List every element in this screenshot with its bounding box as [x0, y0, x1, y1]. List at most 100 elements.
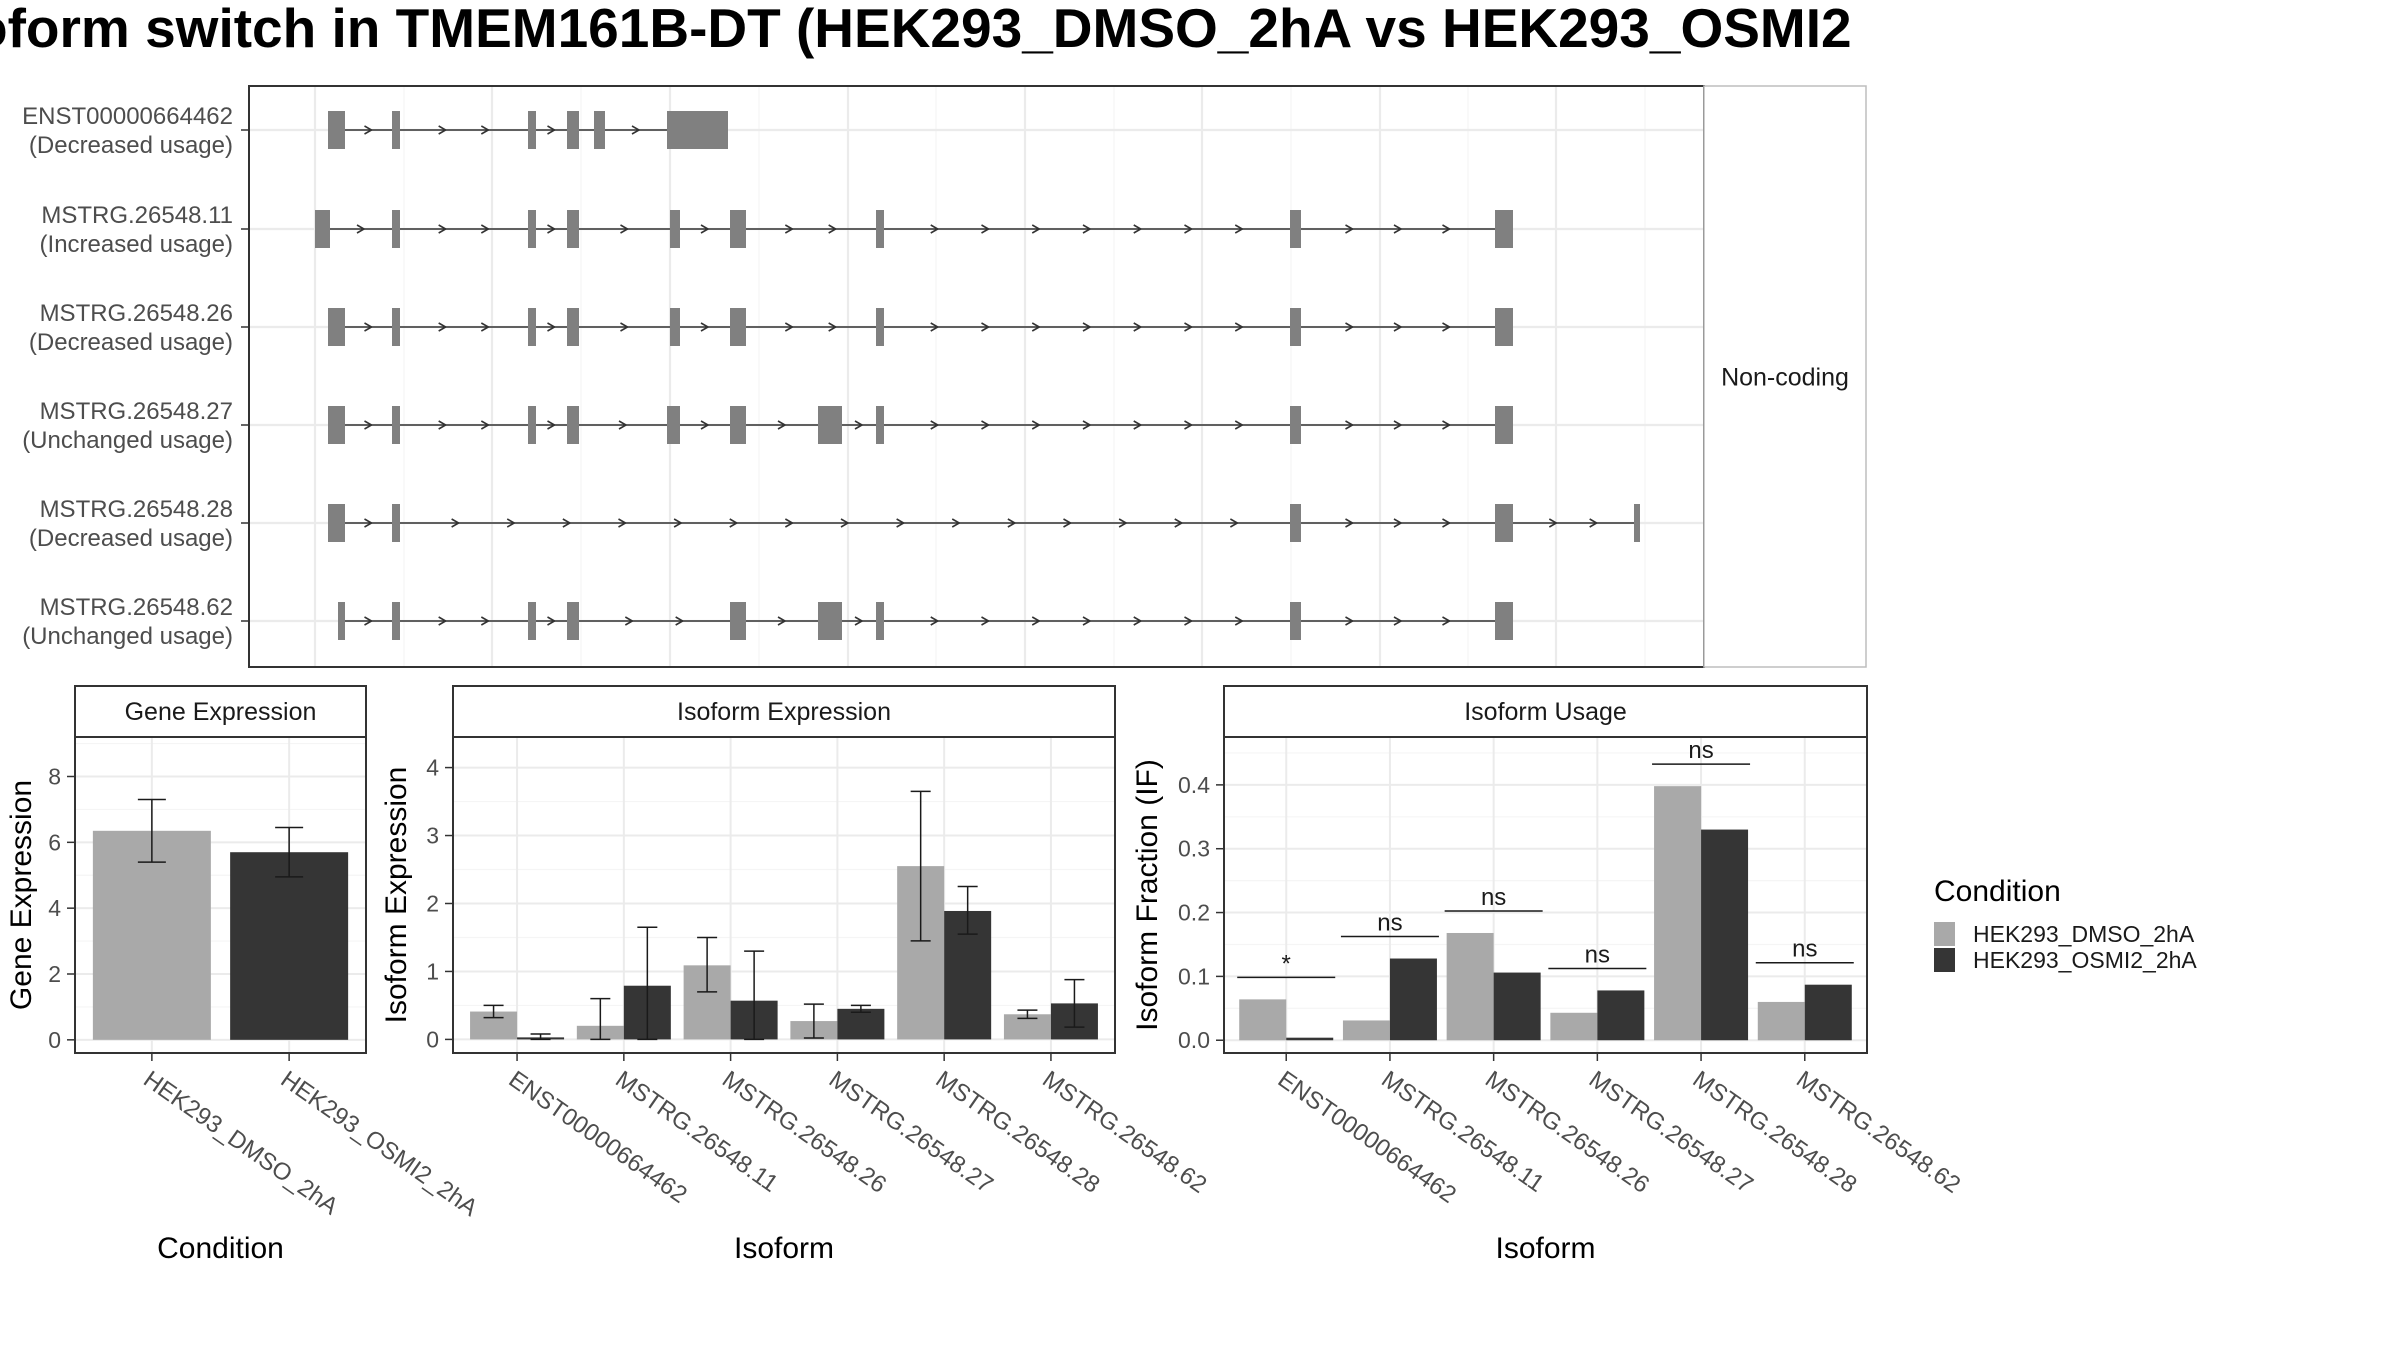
intron-direction-arrow	[1345, 616, 1355, 626]
intron-direction-arrow	[1234, 616, 1244, 626]
intron-direction-arrow	[777, 420, 787, 430]
exon-block	[730, 308, 746, 346]
exon-block	[567, 602, 579, 640]
intron-direction-arrow	[547, 224, 557, 234]
intron-direction-arrow	[1082, 616, 1092, 626]
y-tick-label: 4	[426, 755, 439, 781]
exon-block	[670, 308, 680, 346]
x-axis-title: Condition	[157, 1232, 284, 1265]
bar	[1446, 932, 1494, 1041]
bar	[230, 852, 349, 1040]
panel-background	[453, 737, 1115, 1053]
intron-direction-arrow	[438, 616, 448, 626]
exon-block	[876, 210, 884, 248]
intron-direction-arrow	[1031, 420, 1041, 430]
exon-block	[392, 602, 400, 640]
panel-strip-title: Isoform Usage	[1464, 698, 1627, 726]
intron-direction-arrow	[1442, 322, 1452, 332]
legend-swatch	[1934, 922, 1955, 946]
intron-direction-arrow	[1082, 224, 1092, 234]
intron-direction-arrow	[1393, 518, 1403, 528]
exon-block	[528, 308, 536, 346]
exon-block	[528, 210, 536, 248]
transcript-usage-label: (Decreased usage)	[29, 329, 233, 356]
intron-direction-arrow	[438, 224, 448, 234]
exon-block	[1290, 504, 1301, 542]
transcript-id-label: MSTRG.26548.11	[41, 202, 233, 229]
intron-direction-arrow	[828, 322, 838, 332]
intron-direction-arrow	[700, 420, 710, 430]
intron-direction-arrow	[1345, 518, 1355, 528]
intron-direction-arrow	[1393, 322, 1403, 332]
significance-label: *	[1282, 950, 1291, 977]
panel-border	[452, 736, 1116, 1054]
intron-direction-arrow	[1442, 224, 1452, 234]
exon-block	[392, 406, 400, 444]
exon-block	[730, 406, 746, 444]
intron-direction-arrow	[1229, 518, 1239, 528]
intron-direction-arrow	[981, 616, 991, 626]
intron-direction-arrow	[981, 322, 991, 332]
y-tick-label: 0	[48, 1027, 61, 1053]
y-tick-label: 0.2	[1178, 900, 1210, 926]
facet-strip-label: Non-coding	[1721, 364, 1849, 392]
exon-block	[328, 406, 345, 444]
intron-direction-arrow	[951, 518, 961, 528]
intron-direction-arrow	[1589, 518, 1599, 528]
exon-block	[1290, 406, 1301, 444]
intron-direction-arrow	[547, 125, 557, 135]
y-tick-label: 4	[48, 895, 61, 921]
exon-block	[1495, 504, 1513, 542]
exon-block	[1495, 406, 1513, 444]
exon-block	[528, 602, 536, 640]
intron-direction-arrow	[364, 420, 374, 430]
intron-direction-arrow	[700, 322, 710, 332]
intron-direction-arrow	[1133, 224, 1143, 234]
intron-direction-arrow	[1442, 518, 1452, 528]
transcript-usage-label: (Unchanged usage)	[22, 427, 233, 454]
exon-block	[315, 210, 330, 248]
exon-block	[338, 602, 345, 640]
exon-block	[818, 602, 842, 640]
exon-block	[528, 111, 536, 149]
panel-strip-title: Gene Expression	[125, 698, 317, 726]
legend-item-label: HEK293_DMSO_2hA	[1973, 921, 2195, 947]
exon-block	[567, 210, 579, 248]
intron-direction-arrow	[1063, 518, 1073, 528]
exon-block	[876, 308, 884, 346]
y-tick-label: 0.1	[1178, 963, 1210, 989]
panel-background	[1224, 737, 1867, 1053]
legend-item-label: HEK293_OSMI2_2hA	[1973, 947, 2197, 973]
exon-block	[876, 602, 884, 640]
intron-direction-arrow	[930, 224, 940, 234]
exon-block	[567, 111, 579, 149]
intron-direction-arrow	[784, 224, 794, 234]
intron-direction-arrow	[364, 322, 374, 332]
transcript-id-label: MSTRG.26548.27	[40, 398, 233, 425]
y-tick-label: 0.4	[1178, 772, 1210, 798]
intron-direction-arrow	[981, 224, 991, 234]
panel-strip	[452, 685, 1116, 738]
bar	[1239, 999, 1287, 1041]
panel-strip-title: Isoform Expression	[677, 698, 891, 726]
intron-direction-arrow	[547, 420, 557, 430]
isoform-expression-panel: Isoform Expression01234ENST00000664462MS…	[380, 685, 1211, 1265]
bar	[1550, 1012, 1598, 1041]
y-tick-label: 3	[426, 823, 439, 849]
facet-strip	[1703, 85, 1867, 668]
x-tick-label: MSTRG.26548.62	[1791, 1066, 1965, 1199]
intron-direction-arrow	[981, 420, 991, 430]
x-tick-label: ENST00000664462	[1273, 1066, 1461, 1209]
panel-strip	[74, 685, 367, 738]
intron-direction-arrow	[784, 518, 794, 528]
y-axis-title: Isoform Expression	[380, 767, 413, 1024]
x-tick-label: ENST00000664462	[504, 1066, 692, 1209]
exon-block	[1290, 602, 1301, 640]
exon-block	[392, 308, 400, 346]
intron-direction-arrow	[1345, 224, 1355, 234]
chart-title: oform switch in TMEM161B-DT (HEK293_DMSO…	[0, 0, 1852, 59]
intron-direction-arrow	[930, 616, 940, 626]
